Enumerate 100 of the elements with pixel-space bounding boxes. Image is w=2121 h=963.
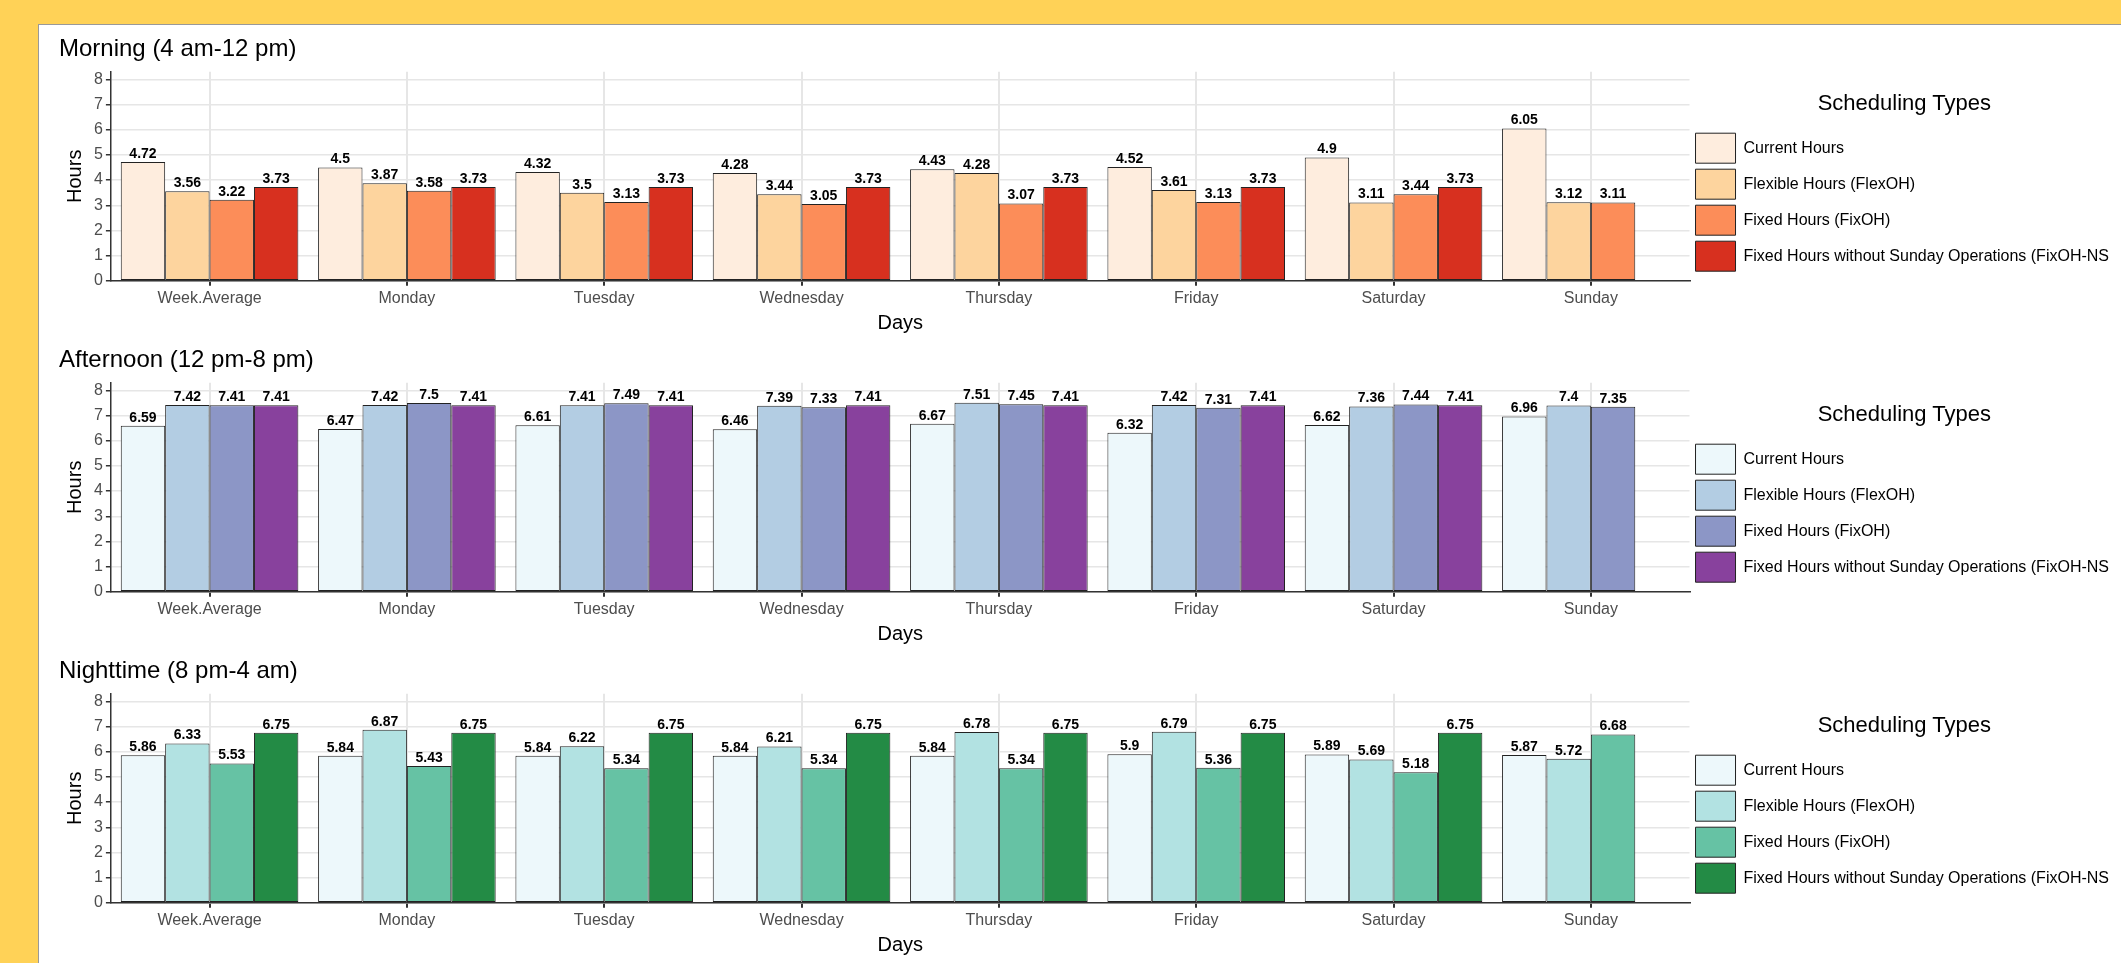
data-label: 7.41: [218, 388, 246, 405]
legend-label: Fixed Hours (FixOH): [1743, 521, 1891, 539]
x-tick-label: Saturday: [1361, 288, 1426, 306]
y-tick-label: 1: [93, 868, 103, 886]
legend-label: Fixed Hours (FixOH): [1743, 832, 1891, 850]
legend-label: Fixed Hours without Sunday Operations (FixOH-NS: [1743, 246, 2109, 264]
x-tick-label: Wednesday: [759, 288, 844, 306]
data-label: 5.72: [1555, 741, 1583, 758]
data-label: 6.32: [1115, 415, 1144, 432]
y-tick-label: 6: [93, 120, 103, 138]
x-tick-label: Thursday: [965, 910, 1033, 928]
x-tick-label: Monday: [378, 910, 436, 928]
y-tick-label: 8: [93, 691, 103, 709]
y-tick-label: 6: [93, 431, 103, 449]
x-tick-label: Thursday: [965, 288, 1033, 306]
data-label: 6.67: [918, 406, 947, 423]
data-label: 3.11: [1599, 185, 1627, 202]
data-label: 7.41: [459, 388, 488, 405]
data-label: 3.5: [572, 175, 592, 192]
y-tick-label: 5: [93, 767, 103, 785]
data-label: 6.61: [524, 408, 552, 425]
x-tick-label: Saturday: [1361, 910, 1426, 928]
data-label: 7.36: [1357, 389, 1386, 406]
y-tick-label: 8: [93, 69, 103, 87]
data-label: 5.69: [1357, 742, 1386, 759]
legend-label: Fixed Hours without Sunday Operations (FixOH-NS: [1743, 868, 2109, 886]
chart-title: Afternoon (12 pm-8 pm): [59, 345, 314, 373]
y-tick-label: 1: [93, 246, 103, 264]
x-tick-label: Friday: [1173, 910, 1219, 928]
y-axis-title: Hours: [62, 771, 85, 825]
x-tick-label: Sunday: [1563, 599, 1618, 617]
legend-label: Fixed Hours (FixOH): [1743, 210, 1891, 228]
data-label: 5.86: [129, 738, 157, 755]
data-label: 3.87: [371, 166, 399, 183]
data-label: 6.75: [262, 715, 290, 732]
data-label: 6.68: [1599, 717, 1627, 734]
data-label: 7.41: [1051, 388, 1080, 405]
y-tick-label: 6: [93, 742, 103, 760]
data-label: 7.49: [612, 386, 641, 403]
x-axis-title: Days: [877, 932, 923, 955]
data-label: 5.84: [721, 738, 749, 755]
data-label: 3.22: [218, 182, 246, 199]
y-axis-title: Hours: [62, 149, 85, 203]
data-label: 7.45: [1007, 387, 1035, 404]
legend-label: Flexible Hours (FlexOH): [1743, 796, 1916, 814]
data-label: 7.5: [419, 385, 440, 402]
data-label: 5.89: [1313, 737, 1341, 754]
data-label: 3.61: [1160, 172, 1188, 189]
data-label: 3.07: [1007, 186, 1035, 203]
data-label: 4.28: [721, 155, 749, 172]
x-tick-label: Week.Average: [157, 599, 262, 617]
y-tick-label: 3: [93, 506, 103, 524]
x-tick-label: Friday: [1173, 599, 1219, 617]
y-axis-title: Hours: [62, 460, 85, 514]
x-tick-label: Tuesday: [573, 910, 635, 928]
y-tick-label: 8: [93, 380, 103, 398]
y-tick-label: 3: [93, 817, 103, 835]
legend-title: Scheduling Types: [1817, 711, 1991, 737]
y-tick-label: 0: [93, 893, 103, 911]
data-label: 3.73: [262, 169, 290, 186]
data-label: 6.75: [1249, 715, 1277, 732]
y-tick-label: 2: [93, 220, 103, 238]
x-tick-label: Tuesday: [573, 599, 635, 617]
data-label: 7.4: [1558, 388, 1579, 405]
data-label: 7.31: [1204, 390, 1233, 407]
data-label: 7.41: [657, 388, 685, 405]
data-label: 4.9: [1317, 140, 1337, 157]
data-label: 3.73: [657, 169, 685, 186]
y-tick-label: 7: [93, 94, 103, 112]
y-tick-label: 4: [93, 481, 103, 499]
legend-label: Current Hours: [1743, 449, 1845, 467]
legend-label: Flexible Hours (FlexOH): [1743, 485, 1916, 503]
data-label: 5.36: [1204, 750, 1233, 767]
data-label: 5.84: [326, 738, 355, 755]
x-axis-title: Days: [877, 310, 923, 333]
data-label: 7.41: [854, 388, 882, 405]
x-axis-title: Days: [877, 621, 923, 644]
data-label: 6.75: [1446, 715, 1474, 732]
data-label: 6.79: [1160, 714, 1188, 731]
data-label: 5.87: [1510, 737, 1539, 754]
data-label: 5.84: [918, 738, 947, 755]
data-label: 4.32: [524, 154, 552, 171]
data-label: 5.34: [612, 751, 641, 768]
data-label: 7.44: [1402, 387, 1430, 404]
data-label: 6.75: [657, 715, 685, 732]
data-label: 6.62: [1313, 407, 1341, 424]
data-label: 6.21: [765, 729, 794, 746]
data-label: 5.34: [810, 751, 838, 768]
legend-label: Current Hours: [1743, 138, 1845, 156]
data-label: 6.59: [129, 408, 157, 425]
y-tick-label: 7: [93, 405, 103, 423]
data-label: 7.35: [1599, 389, 1627, 406]
data-label: 4.43: [918, 152, 947, 169]
legend-label: Fixed Hours without Sunday Operations (FixOH-NS: [1743, 557, 2109, 575]
x-tick-label: Week.Average: [157, 288, 262, 306]
data-label: 6.05: [1510, 111, 1539, 128]
data-label: 6.46: [721, 411, 749, 428]
x-tick-label: Sunday: [1563, 288, 1618, 306]
y-tick-label: 4: [93, 792, 103, 810]
data-label: 3.56: [173, 174, 202, 191]
